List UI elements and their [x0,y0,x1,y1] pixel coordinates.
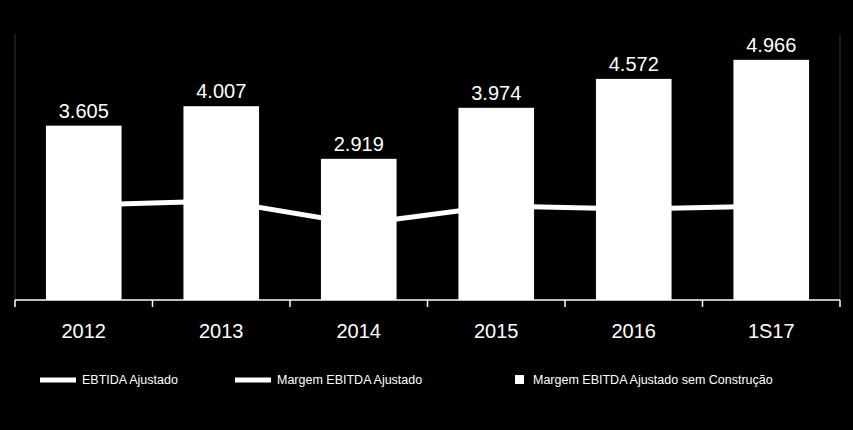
bar [733,60,809,300]
data-label: 2.919 [334,133,384,155]
legend: EBTIDA Ajustado Margem EBITDA Ajustado Mar… [40,373,773,387]
x-tick-label: 2013 [199,320,244,342]
marks [46,60,809,300]
legend-label: Margem EBITDA Ajustado [277,373,422,387]
background [0,0,853,430]
bar [46,126,122,300]
y2-axis-line [840,34,841,300]
labels: 3.605 4.007 2.919 3.974 4.572 4.966 [59,34,797,155]
legend-label: EBTIDA Ajustado [82,373,178,387]
bar [596,79,672,300]
data-label: 3.605 [59,100,109,122]
bar [458,108,534,300]
x-tick-label: 2014 [337,320,382,342]
x-tick-separator [564,300,566,307]
x-tick-label: 1S17 [748,320,795,342]
legend-label: Margem EBITDA Ajustado sem Construção [533,373,773,387]
data-label: 4.966 [746,34,796,56]
chart-svg: 3.605 4.007 2.919 3.974 4.572 4.966 2012 2013 20… [0,0,853,430]
x-tick-separator [839,300,841,307]
x-tick-label: 2016 [612,320,657,342]
x-tick-separator [289,300,291,307]
x-tick-separator [14,300,16,307]
legend-symbol [40,378,76,383]
chart-container: 3.605 4.007 2.919 3.974 4.572 4.966 2012 2013 20… [0,0,853,430]
data-label: 4.572 [609,53,659,75]
bar [321,159,397,300]
legend-symbol [235,378,271,383]
x-tick-separator [152,300,154,307]
legend-symbol [515,375,524,384]
x-tick-separator [702,300,704,307]
x-tick-label: 2012 [62,320,107,342]
data-label: 3.974 [471,82,521,104]
data-label: 4.007 [196,80,246,102]
x-tick-label: 2015 [474,320,519,342]
bar [183,106,259,300]
x-tick-separator [427,300,429,307]
y-axis-line [15,34,16,300]
